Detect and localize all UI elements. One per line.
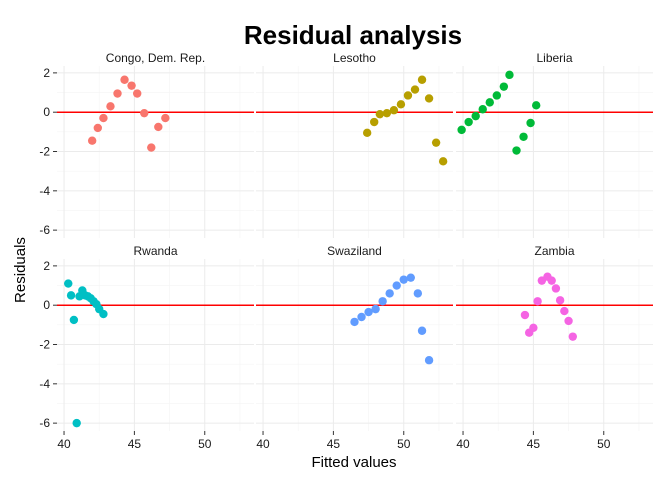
x-tick-label: 50 [597,437,611,451]
y-tick-label: -2 [39,145,50,159]
data-point [127,81,136,90]
data-point [133,89,142,98]
data-point [560,306,569,316]
y-tick-label: -4 [39,377,50,391]
x-tick-label: 40 [57,437,71,451]
data-point [492,91,502,100]
data-point [529,323,538,332]
data-point [99,113,108,123]
y-tick-label: -6 [39,416,50,430]
data-point [526,118,535,128]
data-point [385,289,394,298]
data-point [547,276,556,285]
data-point [389,106,399,115]
y-tick-label: 2 [43,259,50,273]
x-axis-title: Fitted values [311,454,396,471]
data-point [505,70,514,80]
data-point [551,284,561,293]
panel-5: Swaziland 40 45 50 [256,244,453,451]
panel-4: Rwanda 2 0 -2 -4 -6 40 45 50 [39,244,254,451]
strip-label: Lesotho [333,51,376,65]
data-point [471,111,480,121]
data-point [555,296,565,305]
data-point [87,136,97,145]
data-point [72,418,81,428]
data-point [93,123,103,133]
data-point [478,105,487,114]
data-point [438,157,448,166]
data-point [69,315,79,325]
data-point [532,101,541,110]
data-point [564,316,573,326]
strip-label: Rwanda [133,244,177,258]
data-point [357,312,366,322]
x-tick-label: 50 [198,437,212,451]
data-point [431,138,441,147]
data-point [154,122,163,132]
data-point [106,102,115,111]
data-point [413,289,423,298]
data-point [499,82,509,91]
data-point [382,108,392,118]
data-point [519,132,528,141]
strip-label: Congo, Dem. Rep. [106,51,205,65]
data-point [403,91,413,100]
data-point [378,297,387,306]
strip-label: Zambia [534,244,574,258]
x-tick-label: 45 [128,437,142,451]
data-point [533,297,542,306]
strip-label: Swaziland [327,244,382,258]
x-tick-label: 50 [397,437,411,451]
data-point [396,100,406,109]
data-point [350,317,359,327]
y-tick-label: -4 [39,184,50,198]
data-point [410,85,420,94]
data-point [424,94,434,103]
data-point [399,275,408,284]
data-point [568,332,577,341]
data-point [424,356,434,365]
data-point [520,310,530,320]
panel-1: Congo, Dem. Rep. 2 0 -2 -4 -6 [39,51,254,238]
data-point [406,273,415,282]
data-point [371,304,380,314]
data-point [375,109,385,119]
y-tick-label: -6 [39,223,50,237]
y-tick-label: -2 [39,338,50,352]
data-point [512,146,521,155]
data-point [161,113,170,123]
data-point [64,279,73,288]
panel-6: Zambia 40 45 50 [456,244,653,451]
x-tick-label: 45 [527,437,541,451]
y-tick-label: 2 [43,66,50,80]
data-point [392,281,401,290]
y-tick-label: 0 [43,105,50,119]
x-tick-label: 40 [456,437,470,451]
data-point [417,326,427,335]
x-tick-label: 45 [327,437,341,451]
data-point [66,291,76,300]
panel-3: Liberia [456,51,653,238]
data-point [364,307,373,317]
data-point [362,128,372,138]
panel-2: Lesotho [256,51,453,238]
data-point [485,98,494,107]
strip-label: Liberia [536,51,572,65]
chart-title: Residual analysis [244,20,462,50]
facet-panels: Congo, Dem. Rep. 2 0 -2 -4 -6 Lesotho Liberia Rw… [39,51,653,451]
data-point [99,309,108,319]
y-axis-title: Residuals [12,237,29,303]
data-point [120,75,129,84]
data-point [457,125,466,135]
data-point [464,117,473,127]
data-point [370,117,379,127]
data-point [417,75,427,84]
data-point [140,108,149,118]
data-point [147,143,156,152]
x-tick-label: 40 [256,437,270,451]
data-point [113,89,122,98]
y-tick-label: 0 [43,298,50,312]
